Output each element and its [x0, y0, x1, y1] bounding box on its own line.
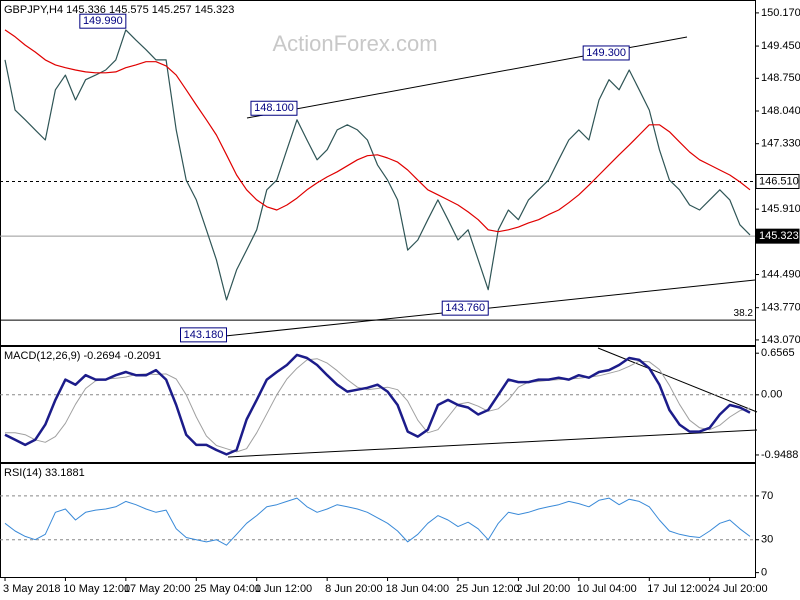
annotation-box	[582, 45, 630, 61]
y-tick-label: 30	[761, 534, 773, 546]
price-label: 145.323	[759, 230, 799, 242]
y-tick-label: 150.170	[761, 7, 800, 19]
y-tick-label: 145.910	[761, 203, 800, 215]
annotation-label: 149.990	[83, 15, 123, 27]
y-tick-label: 148.040	[761, 105, 800, 117]
panel-title: GBPJPY,H4 145.336 145.575 145.257 145.32…	[4, 4, 234, 16]
x-tick-label: 24 Jul 20:00	[708, 583, 768, 595]
x-tick-label: 10 Jul 04:00	[577, 583, 637, 595]
y-tick-label: -0.9488	[761, 449, 798, 461]
y-tick-label: 143.770	[761, 302, 800, 314]
panel-frame	[0, 463, 756, 578]
x-tick-label: 25 May 04:00	[194, 583, 261, 595]
price-label-box	[755, 173, 800, 189]
trend-line	[224, 279, 756, 337]
annotation-label: 148.100	[254, 102, 294, 114]
series-line	[5, 358, 751, 453]
x-tick-label: 1 Jun 12:00	[255, 583, 313, 595]
series-line	[4, 29, 751, 301]
x-tick-label: 17 Jul 12:00	[647, 583, 707, 595]
panel-title: MACD(12,26,9) -0.2694 -0.2091	[4, 350, 161, 362]
series-line	[4, 29, 751, 233]
annotation-box	[180, 327, 227, 343]
y-tick-label: 144.490	[761, 268, 800, 280]
series-line	[4, 497, 751, 546]
price-label: 146.510	[759, 175, 799, 187]
x-tick-label: 25 Jun 12:00	[456, 583, 520, 595]
watermark: ActionForex.com	[272, 31, 437, 56]
x-tick-label: 17 May 20:00	[124, 583, 191, 595]
annotation-label: 143.760	[445, 302, 485, 314]
trend-line	[597, 347, 758, 413]
panel-frame	[0, 346, 756, 463]
annotation-box	[250, 100, 298, 116]
y-tick-label: 143.070	[761, 334, 800, 346]
y-tick-label: 0.6565	[761, 347, 795, 359]
panel-frame	[0, 0, 756, 346]
x-tick-label: 18 Jun 04:00	[386, 583, 450, 595]
y-tick-label: 0	[761, 567, 767, 579]
y-tick-label: 70	[761, 490, 773, 502]
y-tick-label: 148.750	[761, 72, 800, 84]
y-tick-label: 0.00	[761, 389, 782, 401]
x-tick-label: 10 May 12:00	[63, 583, 130, 595]
price-label-box	[755, 228, 800, 244]
series-line	[4, 353, 751, 456]
annotation-box	[441, 300, 489, 316]
annotation-label: 143.180	[184, 329, 224, 341]
x-tick-label: 3 May 2018	[3, 583, 60, 595]
x-tick-label: 8 Jun 20:00	[325, 583, 383, 595]
x-tick-label: 2 Jul 20:00	[516, 583, 570, 595]
fib-label: 38.2	[734, 308, 754, 319]
annotation-box	[79, 13, 127, 29]
y-tick-label: 149.450	[761, 40, 800, 52]
y-tick-label: 147.330	[761, 138, 800, 150]
panel-title: RSI(14) 33.1881	[4, 467, 85, 479]
trend-line	[227, 429, 758, 458]
annotation-label: 149.300	[586, 47, 626, 59]
